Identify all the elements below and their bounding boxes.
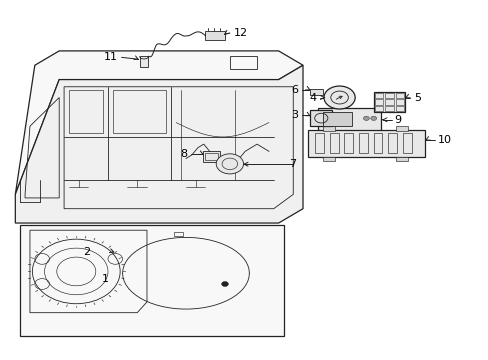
Bar <box>387 134 396 153</box>
Bar <box>307 130 424 157</box>
Text: 3: 3 <box>290 111 298 121</box>
Bar <box>344 134 352 153</box>
Bar <box>385 106 393 111</box>
Bar <box>402 134 411 153</box>
Bar <box>373 134 382 153</box>
Bar <box>322 157 334 161</box>
Text: 12: 12 <box>233 28 247 38</box>
Text: 9: 9 <box>394 115 401 125</box>
Bar <box>395 93 404 98</box>
Circle shape <box>363 116 368 121</box>
Text: 2: 2 <box>82 247 90 257</box>
Bar <box>329 134 338 153</box>
Bar <box>395 106 404 111</box>
Text: 7: 7 <box>288 159 296 169</box>
Bar <box>229 56 256 69</box>
Bar <box>205 153 217 160</box>
Text: 8: 8 <box>180 149 186 159</box>
Bar <box>322 126 334 131</box>
Bar <box>310 89 322 95</box>
Text: 1: 1 <box>102 274 109 284</box>
Text: 6: 6 <box>290 85 298 95</box>
Bar <box>20 225 283 336</box>
Bar <box>374 93 383 98</box>
Text: 4: 4 <box>309 93 316 103</box>
Polygon shape <box>15 51 303 194</box>
Bar <box>203 151 220 162</box>
Bar <box>140 56 148 67</box>
Circle shape <box>324 86 354 109</box>
Circle shape <box>370 116 376 121</box>
Bar <box>374 106 383 111</box>
Bar <box>374 99 383 104</box>
Circle shape <box>216 154 243 174</box>
Bar <box>315 134 324 153</box>
Polygon shape <box>15 65 303 223</box>
Bar <box>395 126 407 131</box>
Bar <box>358 134 367 153</box>
Bar <box>395 157 407 161</box>
Circle shape <box>221 282 228 287</box>
Bar <box>385 99 393 104</box>
Bar <box>205 31 224 40</box>
Text: 10: 10 <box>437 135 451 145</box>
Bar <box>385 93 393 98</box>
Bar <box>317 108 380 132</box>
Text: 11: 11 <box>103 52 118 62</box>
Bar <box>173 232 182 236</box>
Bar <box>373 92 405 112</box>
Bar <box>395 99 404 104</box>
Bar <box>322 112 351 126</box>
Text: 5: 5 <box>413 93 420 103</box>
Bar <box>310 110 331 126</box>
